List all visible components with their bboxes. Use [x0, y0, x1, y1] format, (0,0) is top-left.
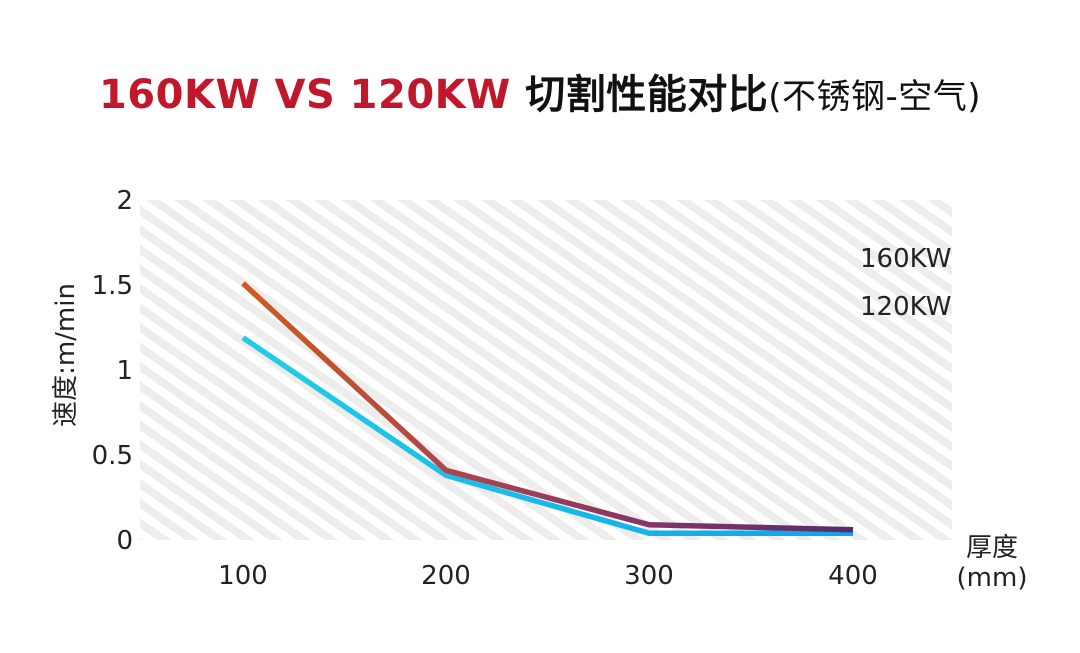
series-line-160kw: [241, 281, 854, 533]
plot-area: [140, 200, 952, 540]
x-tick-label: 200: [421, 561, 471, 591]
title-performance: 切割性能对比: [525, 72, 769, 118]
y-tick-label: 0.5: [92, 441, 133, 471]
title-power-compare: 160KW VS 120KW: [98, 72, 526, 118]
y-tick-label: 0: [116, 526, 133, 556]
x-tick-label: 300: [624, 561, 674, 591]
series-line-120kw: [241, 335, 853, 536]
legend-label-120kw: 120KW: [860, 292, 951, 322]
x-axis-label-line2: (mm): [957, 563, 1028, 593]
chart-title: 160KW VS 120KW 切割性能对比(不锈钢-空气): [0, 62, 1080, 120]
y-tick-label: 1.5: [92, 271, 133, 301]
y-tick-label: 1: [116, 356, 133, 386]
title-material: (不锈钢-空气): [768, 77, 982, 117]
x-tick-label: 400: [828, 561, 878, 591]
x-axis-label-line1: 厚度: [966, 533, 1018, 563]
legend-label-160kw: 160KW: [860, 244, 951, 274]
y-tick-label: 2: [116, 186, 133, 216]
y-axis-label: 速度:m/min: [51, 283, 81, 427]
x-tick-label: 100: [218, 561, 268, 591]
